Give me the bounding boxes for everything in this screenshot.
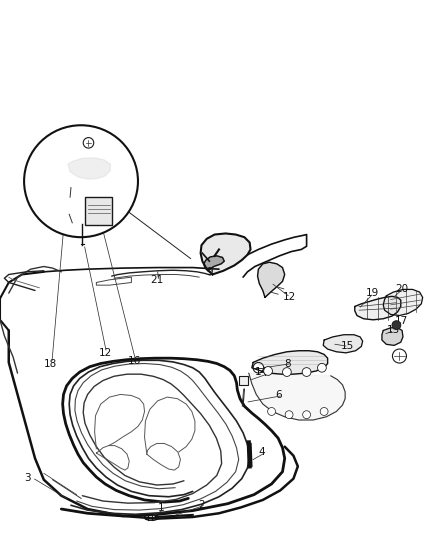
Circle shape [285, 411, 293, 418]
Text: 21: 21 [150, 275, 163, 285]
Polygon shape [258, 262, 285, 297]
Text: 4: 4 [258, 447, 265, 457]
Text: 1: 1 [158, 504, 164, 513]
Text: 14: 14 [255, 367, 268, 377]
Circle shape [320, 408, 328, 415]
Polygon shape [323, 335, 363, 353]
Circle shape [303, 411, 311, 418]
Text: 20: 20 [395, 284, 408, 294]
Ellipse shape [24, 125, 138, 237]
Bar [239, 376, 248, 385]
Text: 19: 19 [366, 288, 379, 298]
Circle shape [392, 321, 401, 329]
Circle shape [268, 408, 276, 415]
Text: 15: 15 [341, 342, 354, 351]
Text: 12: 12 [99, 348, 112, 358]
Text: 10: 10 [394, 351, 407, 361]
Text: 6: 6 [275, 391, 282, 400]
Polygon shape [252, 351, 328, 374]
Circle shape [264, 367, 272, 375]
Circle shape [83, 138, 94, 148]
Text: 3: 3 [24, 473, 31, 482]
Circle shape [302, 368, 311, 376]
Bar [85, 197, 112, 225]
Text: 18: 18 [44, 359, 57, 368]
Circle shape [318, 364, 326, 372]
Text: 9: 9 [207, 267, 213, 277]
Text: 13: 13 [386, 326, 399, 335]
Text: 12: 12 [283, 293, 296, 302]
Polygon shape [382, 328, 403, 345]
Polygon shape [68, 158, 110, 179]
Text: 16: 16 [128, 357, 141, 366]
Text: 2: 2 [198, 500, 205, 510]
Polygon shape [249, 373, 345, 420]
Polygon shape [355, 296, 401, 320]
Text: 7: 7 [262, 368, 268, 378]
Circle shape [253, 362, 264, 373]
Text: 17: 17 [395, 316, 408, 326]
Polygon shape [383, 289, 423, 316]
Circle shape [392, 349, 406, 363]
Text: 8: 8 [284, 359, 290, 368]
Circle shape [283, 368, 291, 376]
Polygon shape [204, 256, 224, 271]
Polygon shape [201, 233, 251, 274]
